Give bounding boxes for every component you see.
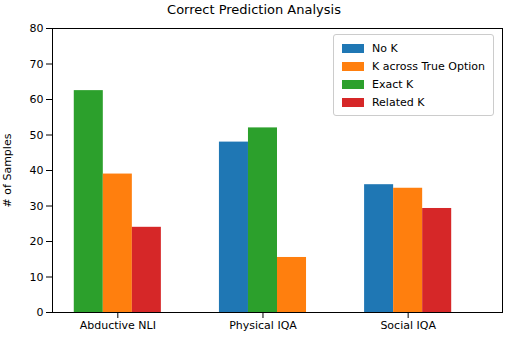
html-text:No K: No K [372,41,398,55]
svg-text:Physical IQA: Physical IQA [229,319,297,332]
html-text:Exact K: Exact K [372,77,414,91]
svg-text:0: 0 [37,306,44,319]
svg-text:50: 50 [30,129,44,142]
svg-text:70: 70 [30,58,44,71]
svg-text:40: 40 [30,164,44,177]
svg-text:80: 80 [30,22,44,35]
svg-text:30: 30 [30,200,44,213]
html-text:Related K: Related K [372,95,425,109]
svg-text:Social IQA: Social IQA [380,319,436,332]
svg-text:# of Samples: # of Samples [1,133,14,207]
svg-text:10: 10 [30,271,44,284]
svg-text:Abductive NLI: Abductive NLI [80,319,156,332]
html-text:K across True Option: K across True Option [372,59,485,73]
html-text:Correct Prediction Analysis: Correct Prediction Analysis [167,2,341,17]
svg-text:20: 20 [30,235,44,248]
svg-text:60: 60 [30,93,44,106]
